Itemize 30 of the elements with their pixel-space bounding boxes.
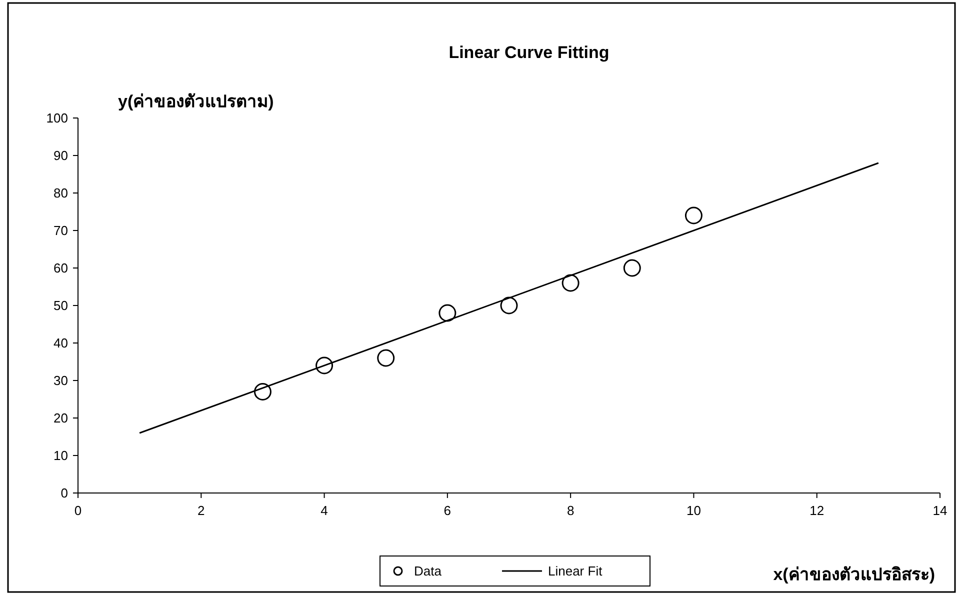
y-tick-label: 60 (54, 260, 68, 276)
y-tick-label: 0 (60, 486, 68, 501)
x-tick-label: 0 (74, 503, 82, 518)
y-axis-title: y(ค่าของตัวแปรตาม) (118, 92, 274, 111)
y-tick-label: 70 (54, 223, 68, 238)
x-tick-label: 12 (810, 503, 824, 518)
x-tick-label: 8 (566, 503, 574, 518)
point (438, 304, 456, 322)
y-tick-label: 90 (54, 148, 68, 164)
x-tick-label: 4 (320, 503, 328, 518)
x-tick-label: 6 (444, 503, 452, 518)
y-tick-label: 100 (46, 110, 68, 126)
point (377, 349, 395, 367)
chart-title: Linear Curve Fitting (448, 43, 610, 62)
y-tick-label: 50 (54, 298, 68, 314)
point (684, 206, 702, 224)
y-tick-label: 40 (54, 336, 68, 351)
point (562, 274, 580, 292)
x-tick-label: 10 (686, 503, 701, 518)
point (623, 259, 641, 277)
x-tick-label: 14 (932, 503, 948, 518)
legend-label: Linear Fit (548, 564, 603, 579)
y-tick-label: 80 (54, 186, 68, 201)
x-tick-label: 2 (198, 503, 205, 518)
point (500, 296, 518, 314)
y-tick-label: 10 (54, 448, 68, 464)
x-axis-title: x(ค่าของตัวแปรอิสระ) (773, 565, 935, 584)
y-tick-label: 30 (54, 373, 68, 388)
y-tick-label: 20 (54, 410, 68, 426)
legend-label: Data (414, 564, 442, 579)
